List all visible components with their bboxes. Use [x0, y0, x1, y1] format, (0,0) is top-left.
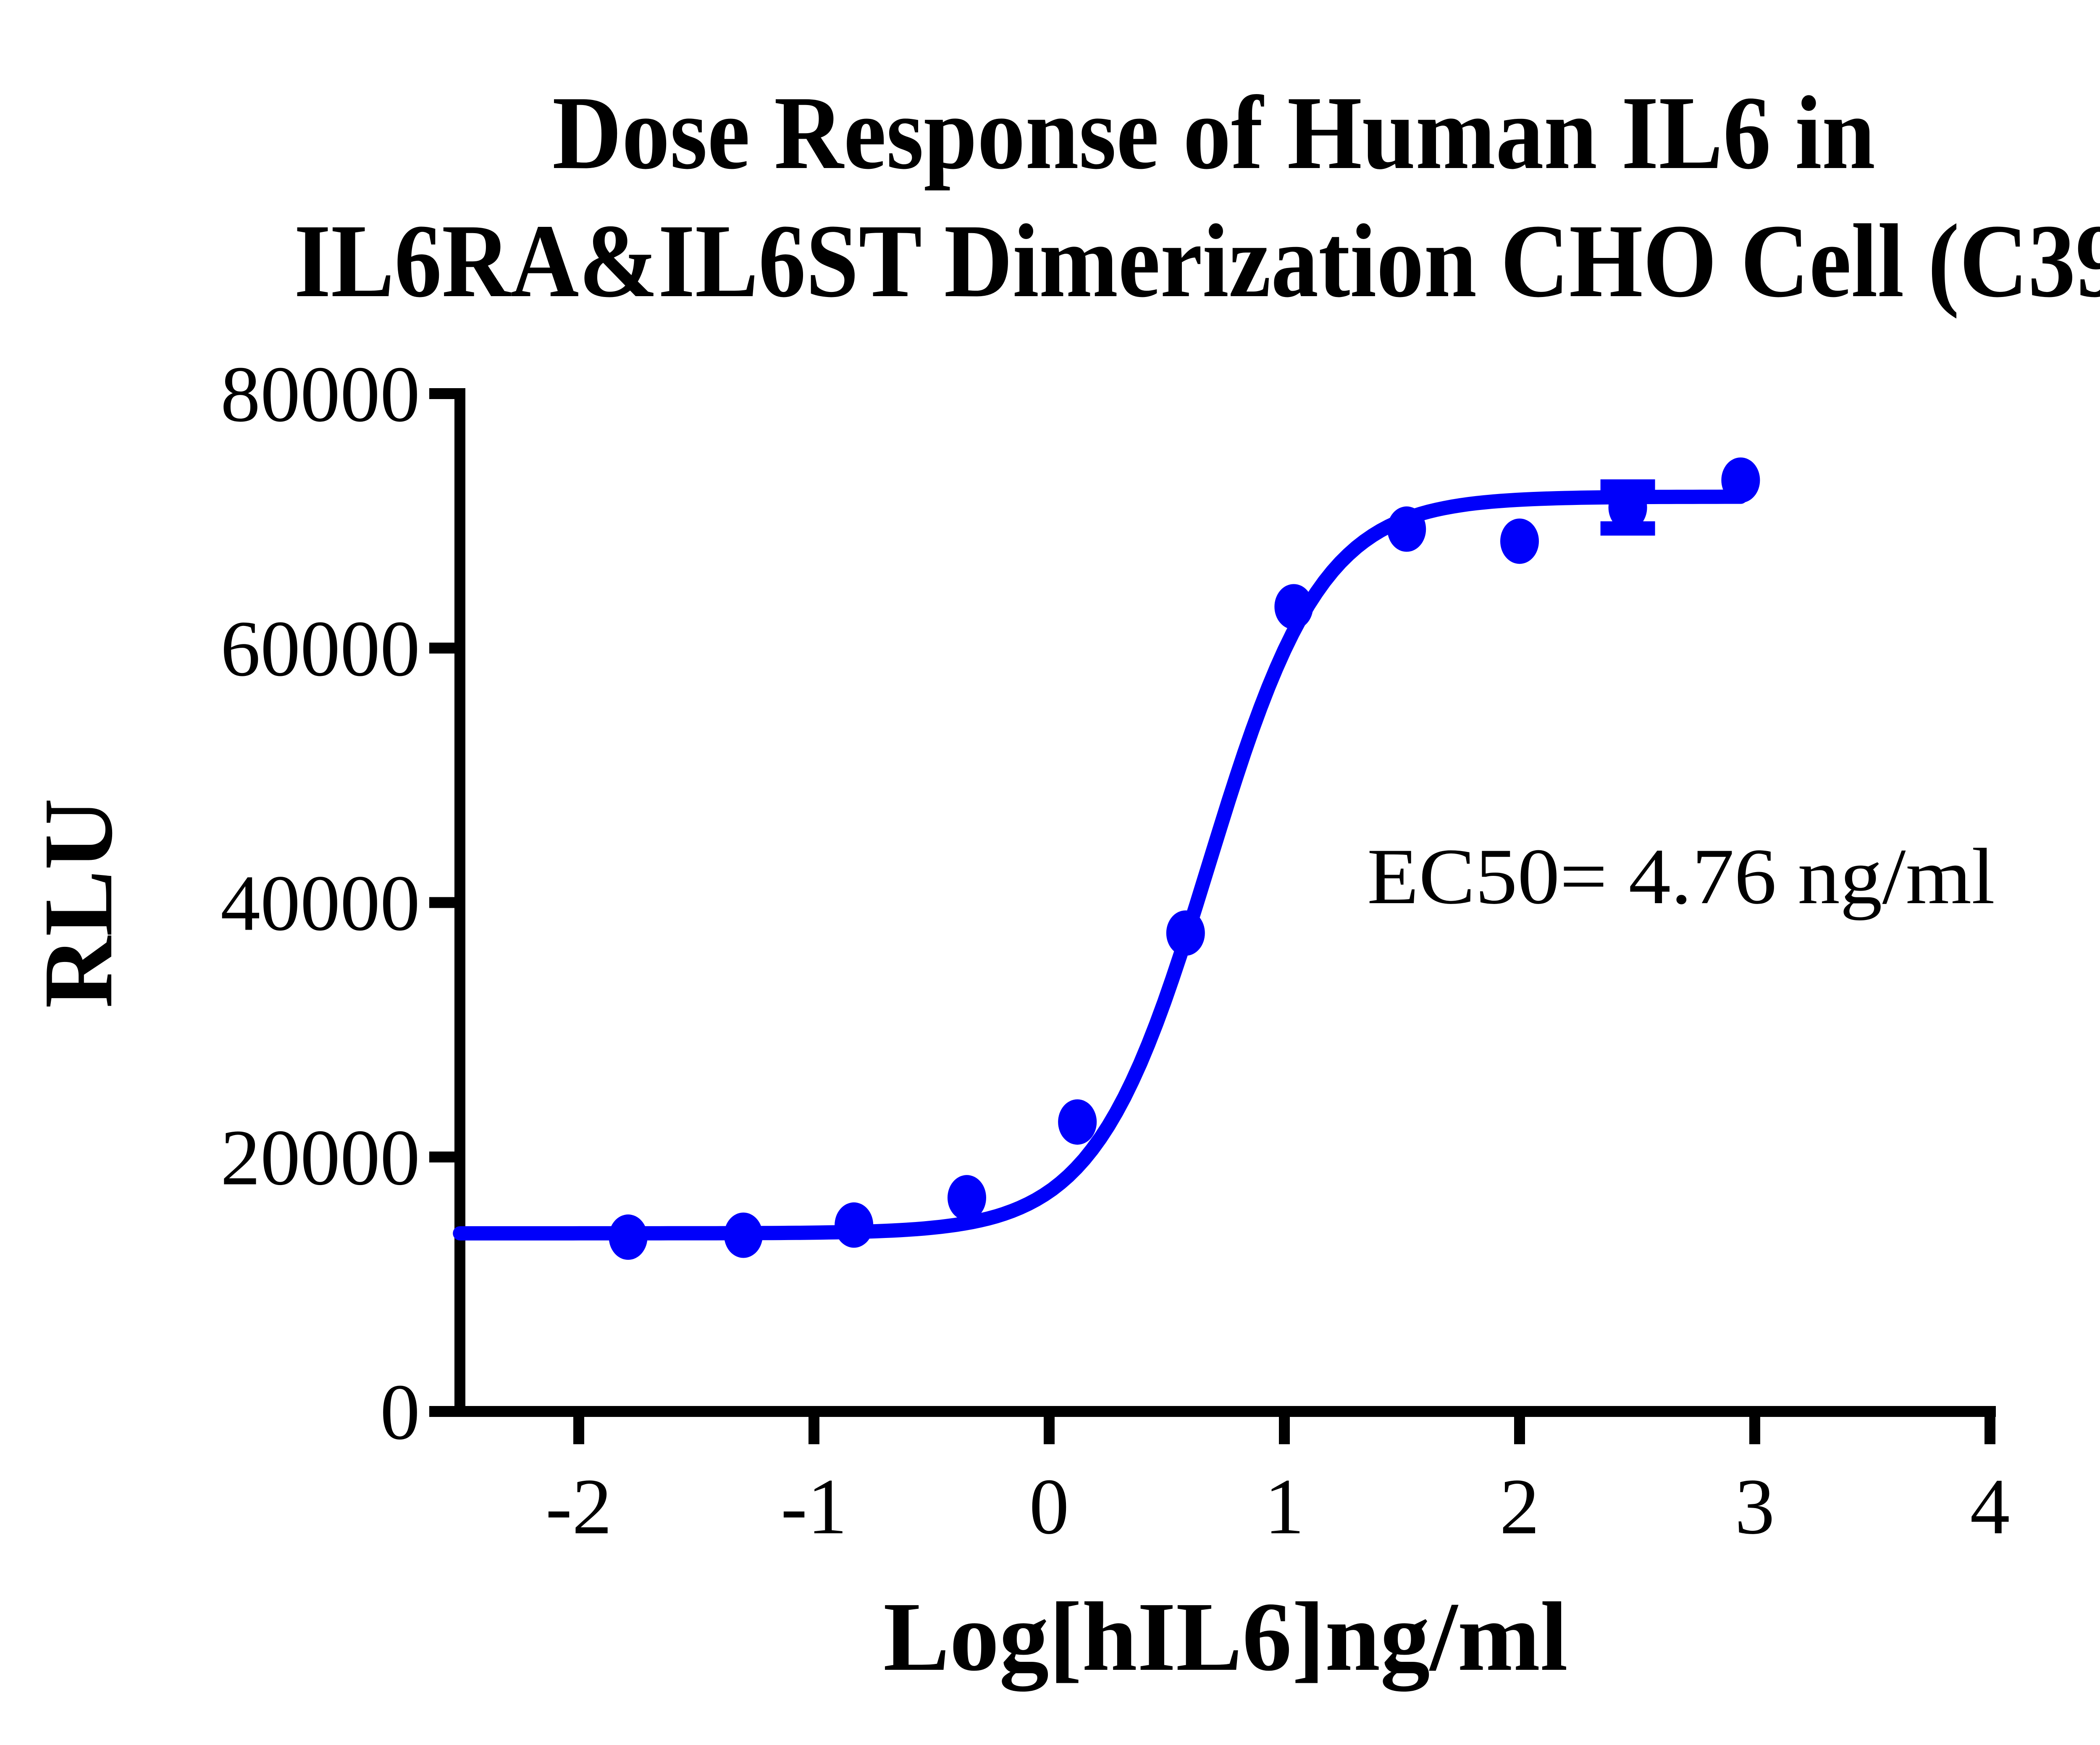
y-tick-label: 40000: [220, 859, 420, 948]
data-point: [1500, 518, 1539, 564]
x-tick-label: 3: [1735, 1463, 1775, 1551]
data-points: [609, 457, 1760, 1260]
data-point: [1608, 485, 1647, 531]
y-tick-label: 60000: [220, 605, 420, 693]
x-tick-labels: -2 -1 0 1 2 3 4: [546, 1463, 2010, 1551]
x-tick-label: -1: [781, 1463, 847, 1551]
y-tick-labels: 0 20000 40000 60000 80000: [220, 350, 420, 1456]
chart-title-line1: Dose Response of Human IL6 in: [552, 75, 1875, 191]
y-axis-label: RLU: [24, 798, 133, 1008]
data-point: [1387, 506, 1426, 552]
x-tick-label: -2: [546, 1463, 612, 1551]
fit-curve: [453, 489, 1748, 1240]
axes: [429, 388, 1996, 1444]
ec50-annotation: EC50= 4.76 ng/ml: [1367, 833, 1995, 921]
y-tick-label: 20000: [220, 1114, 420, 1202]
x-tick-label: 4: [1970, 1463, 2010, 1551]
x-axis-label: Log[hIL6]ng/ml: [883, 1582, 1568, 1692]
chart-title-line2: IL6RA&IL6ST Dimerization CHO Cell (C39): [294, 203, 2100, 319]
data-point: [948, 1175, 986, 1221]
y-tick-label: 0: [380, 1368, 420, 1456]
data-point: [1166, 910, 1205, 956]
data-point: [609, 1214, 648, 1260]
data-point: [835, 1202, 874, 1248]
data-point: [1274, 584, 1313, 630]
x-tick-label: 0: [1029, 1463, 1069, 1551]
data-point: [1721, 457, 1760, 503]
x-tick-label: 2: [1500, 1463, 1540, 1551]
y-tick-label: 80000: [220, 350, 420, 439]
data-point: [724, 1212, 763, 1258]
x-tick-label: 1: [1265, 1463, 1305, 1551]
data-point: [1058, 1099, 1097, 1145]
